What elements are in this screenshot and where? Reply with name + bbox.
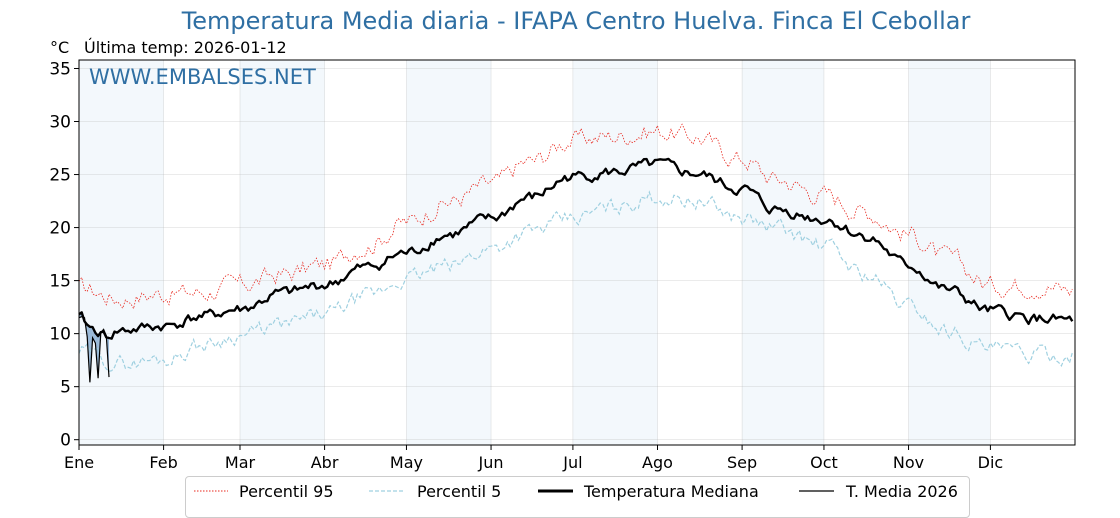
y-tick-label: 35 <box>49 59 71 79</box>
y-tick-label: 15 <box>49 272 71 292</box>
x-tick-label: May <box>390 453 423 472</box>
y-unit-label: °C <box>50 38 70 57</box>
y-tick-label: 30 <box>49 113 71 133</box>
x-tick-label: Jun <box>478 453 504 472</box>
x-tick-label: Feb <box>149 453 177 472</box>
x-tick-label: Ago <box>642 453 673 472</box>
y-tick-label: 20 <box>49 219 71 239</box>
x-tick-label: Ene <box>64 453 94 472</box>
last-temp-label: Última temp: 2026-01-12 <box>84 38 287 57</box>
month-band <box>572 60 658 445</box>
series-median-line <box>78 157 1074 340</box>
plot-frame <box>78 59 1076 446</box>
x-tick-label: Abr <box>311 453 339 472</box>
y-tick-label: 10 <box>49 325 71 345</box>
month-band <box>239 60 325 445</box>
series-2026-line <box>78 316 110 383</box>
legend-p5-label: Percentil 5 <box>417 482 501 501</box>
x-tick-label: Nov <box>893 453 924 472</box>
x-tick-label: Oct <box>810 453 838 472</box>
legend-median-label: Temperatura Mediana <box>583 482 759 501</box>
y-tick-label: 0 <box>60 431 71 451</box>
x-tick-label: Mar <box>225 453 256 472</box>
month-band <box>79 60 164 445</box>
chart-title: Temperatura Media diaria - IFAPA Centro … <box>181 7 971 35</box>
series-p95-line <box>78 123 1073 310</box>
legend-p95-label: Percentil 95 <box>239 482 334 501</box>
series-p5-line <box>78 190 1073 372</box>
x-tick-label: Sep <box>727 453 757 472</box>
y-tick-label: 25 <box>49 166 71 186</box>
x-tick-label: Jul <box>562 453 582 472</box>
legend: Percentil 95 Percentil 5 Temperatura Med… <box>185 476 970 518</box>
month-band <box>742 60 824 445</box>
x-tick-label: Dic <box>978 453 1004 472</box>
y-tick-label: 5 <box>60 378 71 398</box>
watermark: WWW.EMBALSES.NET <box>89 65 316 89</box>
month-band <box>908 60 991 445</box>
temperature-chart: 0 5 10 15 20 25 30 35 Ene Feb Mar Abr May Jun Jul Ago S… <box>49 59 1076 472</box>
legend-year-label: T. Media 2026 <box>845 482 958 501</box>
